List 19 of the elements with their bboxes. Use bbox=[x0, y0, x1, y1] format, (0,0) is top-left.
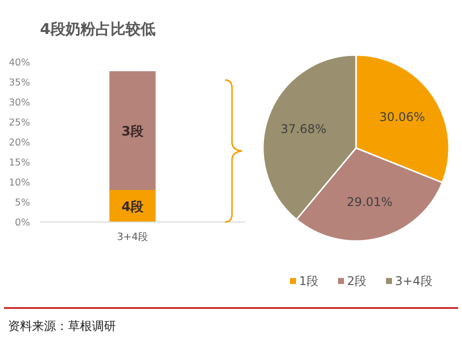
y-tick-label: 15% bbox=[8, 158, 30, 168]
data-label: 37.68% bbox=[280, 122, 326, 136]
y-tick-label: 5% bbox=[14, 198, 30, 208]
y-tick-label: 35% bbox=[8, 78, 30, 88]
legend-label: 2段 bbox=[347, 274, 367, 288]
y-tick-label: 20% bbox=[8, 138, 30, 148]
y-tick-label: 10% bbox=[8, 178, 30, 188]
y-tick-label: 30% bbox=[8, 98, 30, 108]
data-label: 30.06% bbox=[379, 110, 426, 124]
legend-label: 1段 bbox=[299, 274, 319, 288]
legend-label: 3+4段 bbox=[395, 274, 432, 288]
y-tick-label: 0% bbox=[14, 218, 30, 228]
text: 资料来源：草根调研 bbox=[8, 319, 116, 333]
series-label: 4段 bbox=[121, 200, 145, 215]
chart-title: 4段奶粉占比较低 bbox=[40, 20, 156, 38]
data-label: 29.01% bbox=[346, 195, 393, 210]
y-tick-label: 40% bbox=[8, 58, 30, 68]
series-label: 3段 bbox=[121, 124, 145, 140]
y-tick-label: 25% bbox=[8, 118, 30, 128]
